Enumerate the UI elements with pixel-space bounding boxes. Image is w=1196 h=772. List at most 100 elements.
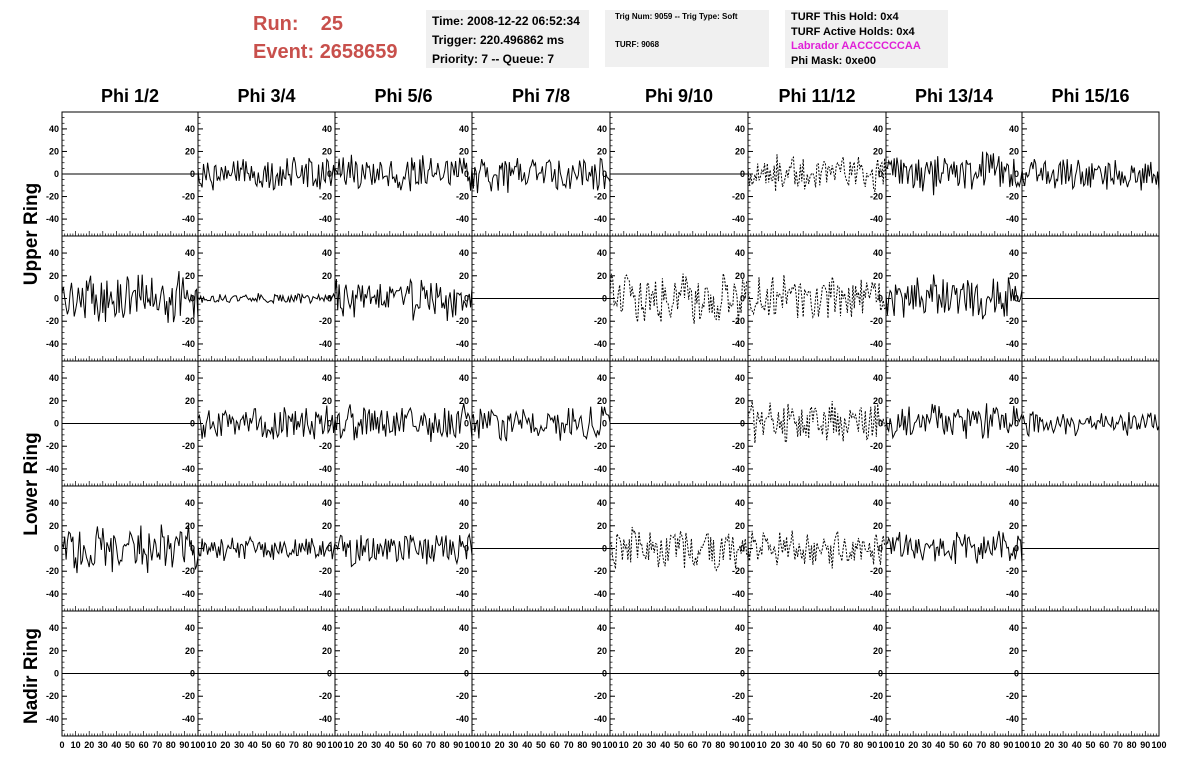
- waveform-trace: [334, 154, 473, 192]
- y-tick-label: 20: [597, 271, 607, 281]
- x-tick-label: 60: [275, 740, 285, 750]
- y-tick-label: -40: [182, 464, 195, 474]
- waveform-trace: [747, 400, 887, 444]
- y-tick-label: 20: [185, 521, 195, 531]
- y-tick-label: -40: [319, 339, 332, 349]
- y-tick-label: 0: [54, 544, 59, 554]
- y-tick-label: -20: [182, 192, 195, 202]
- x-tick-label: 80: [440, 740, 450, 750]
- x-tick-label: 90: [1003, 740, 1013, 750]
- x-tick-label: 70: [289, 740, 299, 750]
- y-tick-label: 40: [735, 248, 745, 258]
- panel-r1-c2: -40 -20 0 20 40: [182, 111, 336, 237]
- panel-r5-c1: -40 -20 0 20 40: [46, 610, 199, 737]
- y-tick-label: 20: [322, 396, 332, 406]
- y-tick-label: 20: [597, 396, 607, 406]
- y-tick-label: 20: [1009, 646, 1019, 656]
- y-tick-label: 20: [459, 646, 469, 656]
- y-tick-label: -40: [46, 214, 59, 224]
- panel-r5-c5: -40 -20 0 20 40: [594, 610, 749, 737]
- x-tick-label: 10: [207, 740, 217, 750]
- y-tick-label: 40: [185, 498, 195, 508]
- x-tick-label: 90: [316, 740, 326, 750]
- y-tick-label: 0: [1014, 169, 1019, 179]
- x-tick-label: 70: [840, 740, 850, 750]
- panel-r3-c7: -40 -20 0 20 40: [870, 360, 1023, 487]
- x-tick-label: 80: [853, 740, 863, 750]
- y-tick-label: -20: [456, 192, 469, 202]
- y-tick-label: -20: [1006, 316, 1019, 326]
- y-tick-label: -40: [46, 714, 59, 724]
- panel-r4-c2: -40 -20 0 20 40: [182, 485, 336, 612]
- y-tick-label: 20: [459, 271, 469, 281]
- x-tick-label: 50: [398, 740, 408, 750]
- panel-r1-c1: -40 -20 0 20 40: [46, 111, 199, 237]
- panel-r3-c4: -40 -20 0 20 40: [456, 360, 611, 487]
- y-tick-label: 0: [602, 544, 607, 554]
- y-tick-label: 0: [54, 669, 59, 679]
- y-tick-label: 40: [459, 248, 469, 258]
- y-tick-label: 40: [1009, 498, 1019, 508]
- y-tick-label: 0: [190, 169, 195, 179]
- y-tick-label: -20: [732, 566, 745, 576]
- y-tick-label: 0: [190, 544, 195, 554]
- y-tick-label: -20: [870, 441, 883, 451]
- panel-r4-c6: -40 -20 0 20 40: [732, 485, 887, 612]
- panel-frame: [334, 111, 473, 237]
- y-tick-label: -20: [46, 691, 59, 701]
- panel-r1-c4: -40 -20 0 20 40: [456, 111, 611, 237]
- y-tick-label: -40: [182, 214, 195, 224]
- x-tick-label: 50: [261, 740, 271, 750]
- y-tick-label: 0: [602, 169, 607, 179]
- panel-r3-c5: -40 -20 0 20 40: [594, 360, 749, 487]
- x-tick-label: 80: [990, 740, 1000, 750]
- y-tick-label: -40: [1006, 214, 1019, 224]
- phi-mask-text: Phi Mask: 0xe00: [791, 54, 876, 67]
- y-tick-label: 0: [190, 669, 195, 679]
- y-tick-label: 40: [185, 373, 195, 383]
- y-tick-label: -20: [319, 316, 332, 326]
- x-tick-label: 20: [633, 740, 643, 750]
- y-tick-label: -20: [594, 441, 607, 451]
- y-tick-label: 40: [185, 623, 195, 633]
- panel-r4-c4: -40 -20 0 20 40: [456, 485, 611, 612]
- panel-frame: [61, 235, 199, 362]
- y-tick-label: -20: [456, 316, 469, 326]
- panel-frame: [197, 111, 336, 237]
- y-tick-label: -20: [319, 441, 332, 451]
- waveform-trace: [747, 154, 887, 192]
- event-label: Event:: [253, 41, 315, 63]
- panel-r3-c1: -40 -20 0 20 40: [46, 360, 199, 487]
- x-tick-label: 30: [98, 740, 108, 750]
- y-tick-label: -40: [319, 214, 332, 224]
- panel-r1-c7: -40 -20 0 20 40: [870, 111, 1023, 237]
- y-tick-label: -40: [456, 214, 469, 224]
- x-tick-label: 20: [220, 740, 230, 750]
- waveform-trace: [1021, 159, 1160, 191]
- y-tick-label: 40: [873, 498, 883, 508]
- waveform-trace: [197, 405, 336, 440]
- y-tick-label: 20: [322, 521, 332, 531]
- y-tick-label: -20: [182, 566, 195, 576]
- y-tick-label: 40: [49, 623, 59, 633]
- run-label: Run:: [253, 13, 299, 35]
- y-tick-label: 0: [464, 169, 469, 179]
- x-tick-label: 40: [385, 740, 395, 750]
- y-tick-label: -40: [46, 339, 59, 349]
- y-tick-label: -40: [319, 464, 332, 474]
- x-tick-label: 10: [1031, 740, 1041, 750]
- waveform-trace: [471, 157, 611, 194]
- y-tick-label: 40: [735, 373, 745, 383]
- panel-r4-c1: -40 -20 0 20 40: [46, 485, 199, 612]
- y-tick-label: -40: [870, 339, 883, 349]
- y-tick-label: 0: [190, 294, 195, 304]
- y-tick-label: 20: [1009, 271, 1019, 281]
- x-tick-label: 50: [1085, 740, 1095, 750]
- y-tick-label: 40: [49, 373, 59, 383]
- x-tick-label: 30: [234, 740, 244, 750]
- x-tick-label: 100: [190, 740, 205, 750]
- y-tick-label: -40: [732, 714, 745, 724]
- y-tick-label: 20: [185, 396, 195, 406]
- waveform-trace: [471, 406, 611, 442]
- x-tick-label: 40: [248, 740, 258, 750]
